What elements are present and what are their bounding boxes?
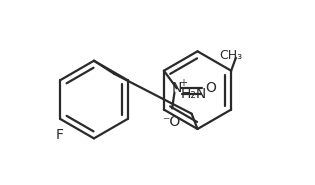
Text: O: O <box>205 81 216 95</box>
Text: H₂N: H₂N <box>181 87 207 101</box>
Text: F: F <box>55 128 63 142</box>
Text: +: + <box>180 78 187 88</box>
Text: ⁻O: ⁻O <box>162 115 180 130</box>
Text: CH₃: CH₃ <box>220 49 243 63</box>
Text: N: N <box>172 81 182 95</box>
